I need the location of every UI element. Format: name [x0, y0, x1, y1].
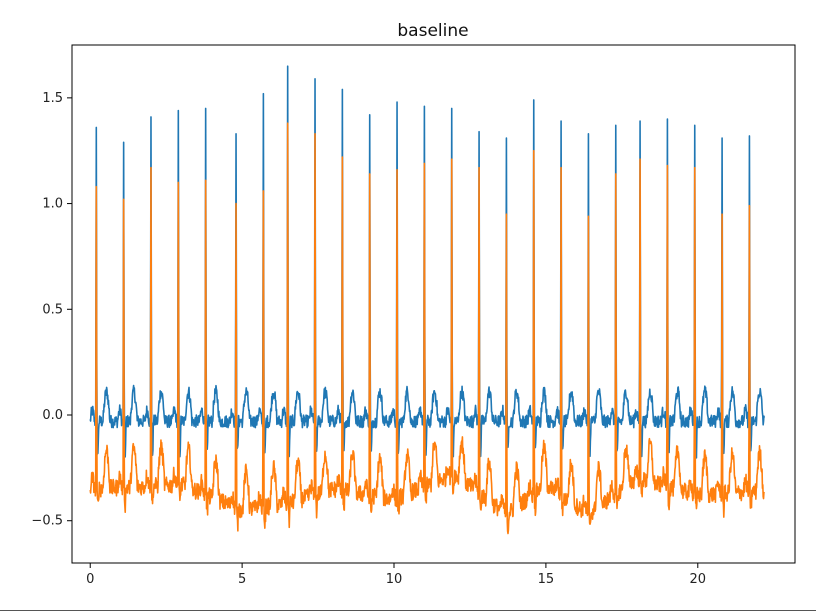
y-tick-label: 0.0: [42, 408, 63, 423]
x-tick-label: 20: [690, 572, 707, 587]
y-tick-label: 0.5: [42, 302, 63, 317]
chart-title: baseline: [397, 21, 468, 41]
x-tick-label: 15: [538, 572, 555, 587]
plot-area: [89, 65, 766, 535]
y-axis: −0.5 0.0 0.5 1.0 1.5: [31, 91, 72, 529]
x-tick-label: 10: [386, 572, 403, 587]
series-line-2: [89, 122, 765, 535]
x-tick-label: 0: [86, 572, 94, 587]
y-tick-label: −0.5: [31, 514, 63, 529]
bottom-divider: [0, 610, 816, 611]
series-line-1: [89, 65, 766, 459]
y-tick-label: 1.5: [42, 91, 63, 106]
x-axis: 0 5 10 15 20: [86, 563, 706, 587]
plot-frame: [71, 44, 796, 564]
y-tick-label: 1.0: [42, 197, 63, 212]
x-tick-label: 5: [238, 572, 246, 587]
